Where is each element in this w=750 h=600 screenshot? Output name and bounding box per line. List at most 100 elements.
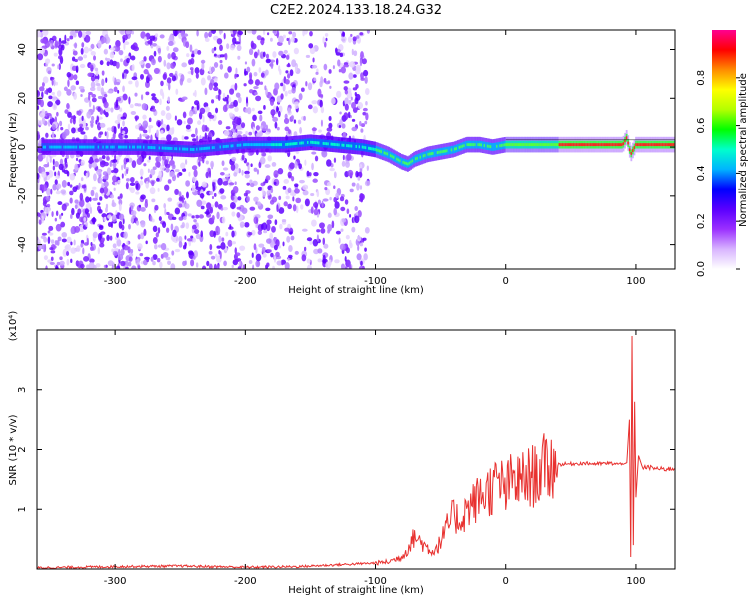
noise-speckle xyxy=(112,175,118,182)
noise-speckle xyxy=(166,124,170,132)
ridge-core xyxy=(619,143,622,147)
noise-speckle xyxy=(42,76,49,84)
noise-speckle xyxy=(159,34,165,39)
ridge-core xyxy=(516,143,519,147)
ridge-core xyxy=(119,145,122,149)
ridge-core xyxy=(113,145,116,149)
noise-speckle xyxy=(186,238,193,242)
noise-speckle xyxy=(88,262,95,269)
noise-speckle xyxy=(80,131,86,135)
ridge-mid xyxy=(116,143,119,151)
noise-speckle xyxy=(85,196,90,203)
noise-speckle xyxy=(53,79,56,87)
ridge-core xyxy=(358,145,361,149)
noise-speckle xyxy=(178,196,184,202)
noise-speckle xyxy=(260,182,266,187)
ridge-core xyxy=(624,139,627,143)
noise-speckle xyxy=(300,204,304,210)
noise-speckle xyxy=(218,235,222,243)
x-tick-label: -200 xyxy=(234,276,257,287)
noise-speckle xyxy=(86,237,89,246)
noise-speckle xyxy=(186,53,190,58)
noise-speckle xyxy=(163,203,167,209)
noise-speckle xyxy=(249,182,255,188)
noise-speckle xyxy=(191,53,195,58)
noise-speckle xyxy=(354,206,358,211)
noise-speckle xyxy=(334,201,340,209)
noise-speckle xyxy=(311,127,317,132)
noise-speckle xyxy=(113,126,117,135)
ridge-core xyxy=(528,143,531,147)
ridge-core xyxy=(483,144,486,147)
noise-speckle xyxy=(105,206,108,213)
noise-speckle xyxy=(101,70,105,76)
ridge-core xyxy=(544,143,547,147)
noise-speckle xyxy=(255,95,262,102)
noise-speckle xyxy=(265,88,268,96)
noise-speckle xyxy=(244,108,248,113)
noise-speckle xyxy=(341,38,346,42)
noise-speckle xyxy=(344,266,348,269)
noise-speckle xyxy=(135,191,140,195)
noise-speckle xyxy=(166,77,172,84)
ridge-core xyxy=(639,143,642,147)
noise-speckle xyxy=(295,205,299,214)
x-tick-label: -100 xyxy=(364,576,387,587)
noise-speckle xyxy=(262,252,267,258)
noise-speckle xyxy=(248,48,254,56)
noise-speckle xyxy=(343,80,350,84)
ridge-mid xyxy=(188,145,191,154)
noise-speckle xyxy=(129,182,136,187)
ridge-core xyxy=(185,147,187,151)
snr-y-ticks: 123 xyxy=(17,387,675,512)
ridge-core xyxy=(211,146,214,150)
noise-speckle xyxy=(116,232,119,238)
noise-speckle xyxy=(206,260,210,267)
noise-speckle xyxy=(360,72,364,79)
noise-speckle xyxy=(223,32,226,40)
ridge-mid xyxy=(435,148,437,157)
noise-speckle xyxy=(39,86,45,92)
ridge-core xyxy=(341,143,344,147)
noise-speckle xyxy=(349,61,356,68)
noise-speckle xyxy=(131,76,138,81)
noise-speckle xyxy=(349,188,354,193)
ridge-core xyxy=(658,143,661,147)
noise-speckle xyxy=(318,94,324,98)
ridge-core xyxy=(247,143,250,147)
noise-speckle xyxy=(82,221,85,226)
noise-speckle xyxy=(337,59,341,67)
noise-speckle xyxy=(284,78,290,85)
noise-speckle xyxy=(51,124,56,131)
noise-speckle xyxy=(186,78,192,83)
noise-speckle xyxy=(359,242,364,247)
ridge-core xyxy=(72,145,75,149)
ridge-core xyxy=(613,143,616,147)
ridge-core xyxy=(350,144,353,148)
noise-speckle xyxy=(307,82,313,91)
ridge-core xyxy=(60,145,62,149)
noise-speckle xyxy=(112,132,116,140)
noise-speckle xyxy=(306,237,313,242)
noise-speckle xyxy=(81,30,86,39)
noise-speckle xyxy=(92,231,99,239)
noise-speckle xyxy=(213,46,217,51)
ridge-core xyxy=(603,143,606,147)
ridge-core xyxy=(208,146,211,150)
ridge-core xyxy=(255,143,258,147)
noise-speckle xyxy=(348,72,354,80)
ridge-core xyxy=(533,143,536,147)
noise-speckle xyxy=(150,44,154,49)
ridge-core xyxy=(225,144,228,148)
colorbar-ticks: 0.00.20.40.60.8 xyxy=(696,70,740,277)
noise-speckle xyxy=(101,78,105,87)
noise-speckle xyxy=(162,221,167,228)
noise-speckle xyxy=(44,40,50,48)
noise-speckle xyxy=(155,232,159,238)
ridge-core xyxy=(342,143,345,147)
noise-speckle xyxy=(99,177,103,184)
noise-speckle xyxy=(253,51,258,59)
noise-speckle xyxy=(287,89,293,95)
noise-speckle xyxy=(208,170,212,178)
noise-speckle xyxy=(115,81,121,86)
